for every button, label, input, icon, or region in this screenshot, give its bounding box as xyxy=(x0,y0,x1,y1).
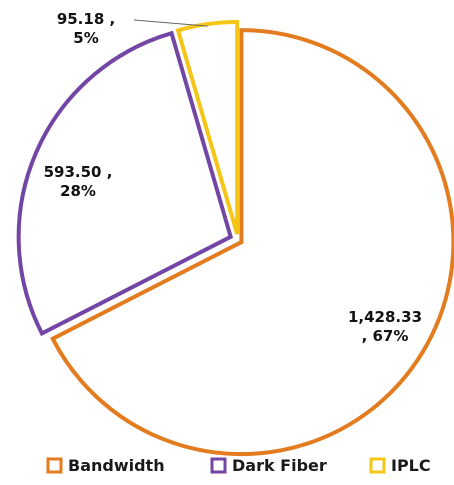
legend-swatch-dark-fiber xyxy=(210,457,227,474)
legend-label-dark-fiber: Dark Fiber xyxy=(232,456,327,475)
legend-swatch-bandwidth xyxy=(46,457,63,474)
legend-label-iplc: IPLC xyxy=(391,456,431,475)
data-label-bandwidth-percent: , 67% xyxy=(362,327,409,345)
leader-lines xyxy=(133,19,208,27)
pie-slice-bandwidth xyxy=(50,28,454,457)
leader-line-iplc xyxy=(133,19,208,27)
data-label-iplc-value: 95.18 , xyxy=(57,10,115,28)
data-labels: 1,428.33, 67% 593.50 ,28% 95.18 ,5% xyxy=(44,10,422,345)
data-label-bandwidth-value: 1,428.33 xyxy=(348,308,422,326)
legend-swatch-iplc xyxy=(369,457,386,474)
data-label-iplc-percent: 5% xyxy=(73,29,98,47)
data-label-dark-fiber-value: 593.50 , xyxy=(44,163,113,181)
data-label-dark-fiber-percent: 28% xyxy=(60,182,96,200)
legend-label-bandwidth: Bandwidth xyxy=(68,456,165,475)
pie-slices xyxy=(16,20,454,457)
legend: Bandwidth Dark Fiber IPLC xyxy=(46,456,431,475)
pie-slice-iplc xyxy=(175,20,240,235)
pie-slice-dark-fiber xyxy=(16,30,234,337)
